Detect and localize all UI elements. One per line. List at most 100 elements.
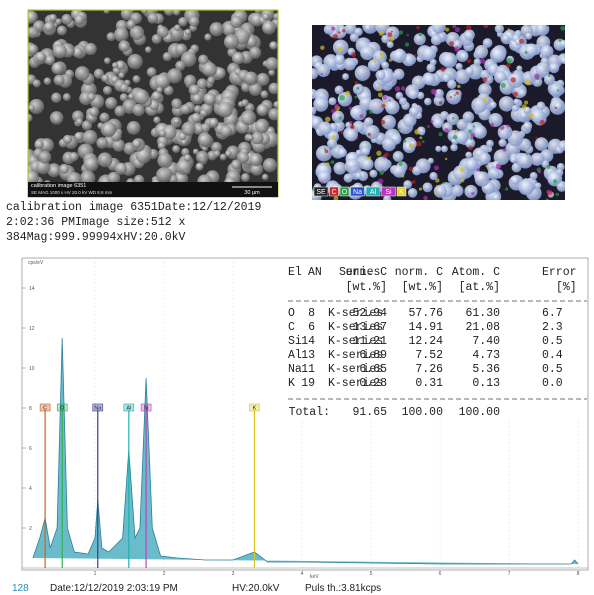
speckle bbox=[537, 170, 542, 174]
table-total: 100.00 bbox=[402, 406, 444, 419]
speckle bbox=[470, 132, 476, 138]
speckle bbox=[546, 165, 551, 169]
table-cell: 14.91 bbox=[408, 321, 443, 334]
grain bbox=[392, 150, 404, 162]
grain bbox=[333, 161, 347, 175]
grain bbox=[97, 152, 113, 168]
speckle bbox=[356, 137, 359, 140]
speckle bbox=[331, 109, 336, 114]
speckle bbox=[471, 191, 475, 196]
spectrum-area bbox=[32, 337, 579, 565]
grain bbox=[530, 108, 546, 124]
grain bbox=[331, 110, 345, 123]
grain bbox=[440, 111, 449, 120]
grain bbox=[192, 93, 202, 104]
grain bbox=[540, 45, 554, 59]
table-cell: 0.4 bbox=[542, 349, 563, 362]
grain bbox=[494, 25, 505, 34]
speckle bbox=[389, 36, 395, 42]
legend-swatch bbox=[396, 186, 407, 197]
table-header: El bbox=[288, 266, 302, 279]
table-cell: 4.73 bbox=[472, 349, 500, 362]
speckle bbox=[334, 107, 337, 110]
grain bbox=[220, 125, 232, 138]
grain bbox=[162, 51, 172, 62]
grain bbox=[423, 73, 436, 86]
grain bbox=[140, 10, 149, 14]
grain bbox=[435, 145, 442, 152]
grain bbox=[199, 109, 208, 118]
table-total: 100.00 bbox=[459, 406, 501, 419]
grain bbox=[441, 52, 458, 69]
legend-label: C bbox=[331, 189, 336, 196]
speckle bbox=[525, 152, 529, 155]
grain bbox=[268, 69, 276, 77]
speckle bbox=[332, 34, 338, 40]
grain bbox=[114, 105, 126, 117]
table-cell: 0.0 bbox=[542, 377, 563, 390]
grain bbox=[273, 13, 278, 21]
grain bbox=[202, 62, 217, 77]
speckle bbox=[449, 96, 452, 99]
grain bbox=[156, 26, 169, 38]
grain bbox=[498, 138, 507, 147]
grain bbox=[156, 167, 172, 183]
grain bbox=[525, 32, 533, 40]
grain bbox=[382, 137, 396, 152]
grain bbox=[478, 152, 491, 165]
speckle bbox=[506, 57, 512, 64]
table-cell: 13 bbox=[301, 349, 315, 362]
table-header: AN bbox=[308, 266, 322, 279]
grain bbox=[478, 83, 492, 97]
grain bbox=[343, 173, 353, 183]
speckle bbox=[342, 29, 346, 33]
grain bbox=[268, 108, 278, 121]
speckle bbox=[521, 104, 527, 110]
grain bbox=[174, 24, 181, 31]
grain bbox=[453, 165, 469, 181]
grain bbox=[486, 139, 494, 148]
grain bbox=[35, 51, 47, 63]
speckle bbox=[483, 25, 489, 29]
speckle bbox=[465, 25, 472, 31]
grain bbox=[381, 114, 396, 130]
grain bbox=[343, 57, 357, 71]
table-cell: C bbox=[288, 321, 295, 334]
grain bbox=[553, 101, 563, 111]
table-cell: 14 bbox=[301, 335, 315, 348]
speckle bbox=[539, 119, 545, 125]
table-total: 91.65 bbox=[352, 406, 387, 419]
grain bbox=[47, 163, 62, 178]
speckle bbox=[444, 128, 450, 134]
legend-swatch bbox=[313, 186, 329, 197]
legend-label: Na bbox=[353, 189, 362, 196]
grain bbox=[535, 62, 551, 77]
grain bbox=[207, 76, 216, 85]
grain bbox=[81, 120, 93, 131]
grain bbox=[536, 101, 546, 111]
grain bbox=[28, 170, 39, 186]
grain bbox=[103, 57, 111, 65]
speckle bbox=[485, 164, 488, 168]
speckle bbox=[453, 94, 456, 97]
table-cell: 2.3 bbox=[542, 321, 563, 334]
grain bbox=[28, 104, 35, 112]
speckle bbox=[434, 165, 439, 171]
grain bbox=[473, 125, 487, 139]
grain bbox=[256, 103, 269, 117]
grain bbox=[248, 82, 262, 96]
grain bbox=[156, 86, 163, 94]
grain bbox=[326, 138, 338, 149]
speckle bbox=[419, 136, 423, 140]
table-cell: 6.65 bbox=[359, 363, 387, 376]
table-cell: 5.36 bbox=[472, 363, 500, 376]
speckle bbox=[401, 174, 405, 178]
element-tag bbox=[92, 403, 104, 412]
grain bbox=[231, 159, 242, 170]
grain bbox=[163, 10, 175, 16]
speckle bbox=[435, 178, 440, 183]
grain bbox=[178, 16, 188, 27]
table-cell: 6 bbox=[308, 321, 315, 334]
grain bbox=[132, 139, 142, 149]
grain bbox=[392, 48, 407, 63]
